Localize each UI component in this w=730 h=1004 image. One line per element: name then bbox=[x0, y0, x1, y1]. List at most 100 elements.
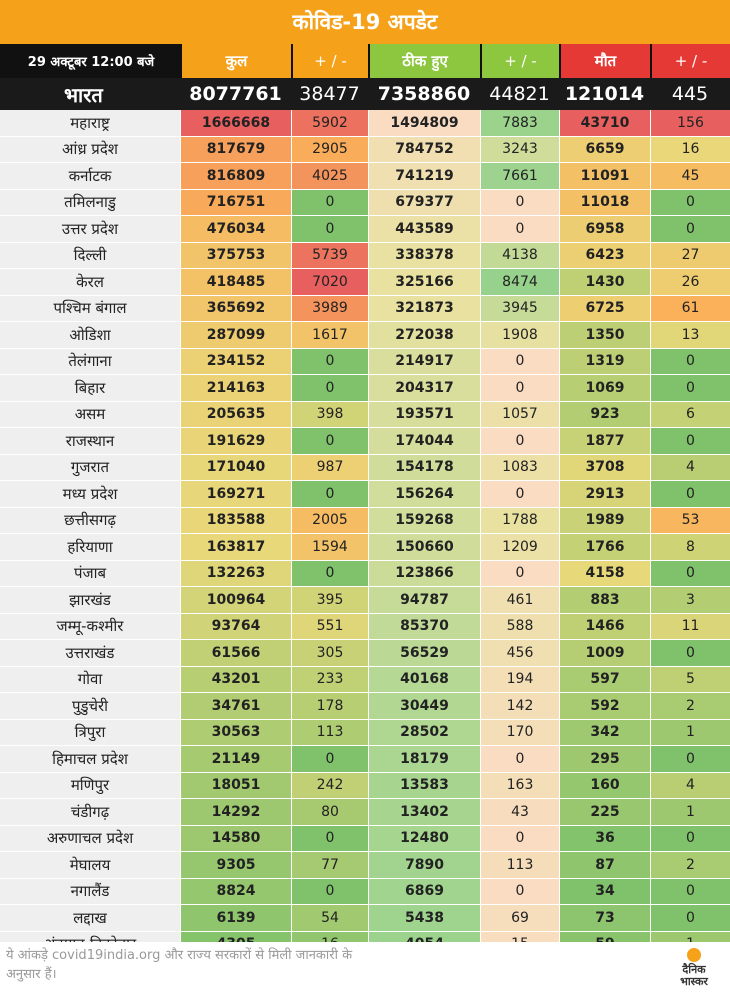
recovered-change-cell: 588 bbox=[480, 613, 559, 639]
deaths-change-cell: 0 bbox=[650, 825, 730, 851]
logo-line1: दैनिक bbox=[682, 963, 706, 976]
deaths-cell: 597 bbox=[559, 666, 650, 692]
total-cell: 365692 bbox=[180, 295, 291, 321]
recovered-change-cell: 113 bbox=[480, 852, 559, 878]
recovered-cell: 679377 bbox=[368, 189, 480, 215]
deaths-cell: 342 bbox=[559, 719, 650, 745]
state-name-cell: पुडुचेरी bbox=[0, 693, 180, 719]
recovered-cell: 7890 bbox=[368, 852, 480, 878]
state-name-cell: उत्तराखंड bbox=[0, 640, 180, 666]
total-change-cell: 113 bbox=[291, 719, 368, 745]
recovered-change-cell: 8474 bbox=[480, 269, 559, 295]
recovered-cell: 156264 bbox=[368, 481, 480, 507]
total-cell: 1666668 bbox=[180, 110, 291, 136]
deaths-cell: 883 bbox=[559, 587, 650, 613]
recovered-change-cell: 0 bbox=[480, 825, 559, 851]
recovered-change-cell: 163 bbox=[480, 772, 559, 798]
recovered-cell: 154178 bbox=[368, 454, 480, 480]
state-name-cell: आंध्र प्रदेश bbox=[0, 136, 180, 162]
recovered-header: ठीक हुए bbox=[368, 44, 480, 78]
recovered-cell: 5438 bbox=[368, 905, 480, 931]
deaths-change-cell: 5 bbox=[650, 666, 730, 692]
table-row: उत्तराखंड 61566 305 56529 456 1009 0 bbox=[0, 640, 730, 667]
recovered-change-header: + / - bbox=[480, 44, 559, 78]
recovered-cell: 784752 bbox=[368, 136, 480, 162]
state-name-cell: तेलंगाना bbox=[0, 348, 180, 374]
total-cell: 14580 bbox=[180, 825, 291, 851]
recovered-cell: 94787 bbox=[368, 587, 480, 613]
total-cell: 14292 bbox=[180, 799, 291, 825]
state-name-cell: दिल्ली bbox=[0, 242, 180, 268]
recovered-change-cell: 0 bbox=[480, 481, 559, 507]
total-cell: 61566 bbox=[180, 640, 291, 666]
date-header: 29 अक्टूबर 12:00 बजे bbox=[0, 44, 180, 78]
deaths-cell: 6659 bbox=[559, 136, 650, 162]
state-name-cell: पश्चिम बंगाल bbox=[0, 295, 180, 321]
table-header: 29 अक्टूबर 12:00 बजे कुल + / - ठीक हुए +… bbox=[0, 44, 730, 78]
deaths-change-cell: 27 bbox=[650, 242, 730, 268]
deaths-cell: 1430 bbox=[559, 269, 650, 295]
table-row: मणिपुर 18051 242 13583 163 160 4 bbox=[0, 772, 730, 799]
deaths-cell: 1989 bbox=[559, 507, 650, 533]
state-name-cell: ओडिशा bbox=[0, 322, 180, 348]
source-note: ये आंकड़े covid19india.org और राज्य सरका… bbox=[6, 948, 353, 982]
recovered-change-cell: 4138 bbox=[480, 242, 559, 268]
deaths-cell: 6958 bbox=[559, 216, 650, 242]
deaths-cell: 87 bbox=[559, 852, 650, 878]
table-row: उत्तर प्रदेश 476034 0 443589 0 6958 0 bbox=[0, 216, 730, 243]
deaths-change-cell: 4 bbox=[650, 454, 730, 480]
total-cell: 191629 bbox=[180, 428, 291, 454]
india-total: 8077761 bbox=[189, 83, 282, 105]
state-name-cell: जम्मू-कश्मीर bbox=[0, 613, 180, 639]
deaths-cell: 1069 bbox=[559, 375, 650, 401]
total-cell: 30563 bbox=[180, 719, 291, 745]
total-cell: 100964 bbox=[180, 587, 291, 613]
total-change-cell: 178 bbox=[291, 693, 368, 719]
deaths-cell: 43710 bbox=[559, 110, 650, 136]
total-change-cell: 5902 bbox=[291, 110, 368, 136]
total-change-cell: 0 bbox=[291, 216, 368, 242]
total-change-cell: 4025 bbox=[291, 163, 368, 189]
recovered-change-cell: 3945 bbox=[480, 295, 559, 321]
deaths-change-cell: 0 bbox=[650, 878, 730, 904]
total-change-cell: 1594 bbox=[291, 534, 368, 560]
deaths-change-cell: 45 bbox=[650, 163, 730, 189]
recovered-change-cell: 0 bbox=[480, 375, 559, 401]
total-cell: 9305 bbox=[180, 852, 291, 878]
total-cell: 287099 bbox=[180, 322, 291, 348]
total-change-cell: 77 bbox=[291, 852, 368, 878]
deaths-cell: 1766 bbox=[559, 534, 650, 560]
total-change-cell: 0 bbox=[291, 428, 368, 454]
state-name-cell: मध्य प्रदेश bbox=[0, 481, 180, 507]
table-row: आंध्र प्रदेश 817679 2905 784752 3243 6659 16 bbox=[0, 136, 730, 163]
total-change-cell: 0 bbox=[291, 481, 368, 507]
recovered-change-cell: 0 bbox=[480, 189, 559, 215]
total-cell: 163817 bbox=[180, 534, 291, 560]
deaths-cell: 923 bbox=[559, 401, 650, 427]
table-row: गुजरात 171040 987 154178 1083 3708 4 bbox=[0, 454, 730, 481]
deaths-cell: 4158 bbox=[559, 560, 650, 586]
total-cell: 418485 bbox=[180, 269, 291, 295]
total-change-cell: 0 bbox=[291, 348, 368, 374]
deaths-cell: 225 bbox=[559, 799, 650, 825]
state-name-cell: गोवा bbox=[0, 666, 180, 692]
recovered-change-cell: 142 bbox=[480, 693, 559, 719]
deaths-change-cell: 8 bbox=[650, 534, 730, 560]
total-cell: 476034 bbox=[180, 216, 291, 242]
deaths-cell: 1319 bbox=[559, 348, 650, 374]
deaths-change-cell: 0 bbox=[650, 375, 730, 401]
total-cell: 214163 bbox=[180, 375, 291, 401]
total-change-cell: 2005 bbox=[291, 507, 368, 533]
table-row: दिल्ली 375753 5739 338378 4138 6423 27 bbox=[0, 242, 730, 269]
india-deaths: 121014 bbox=[564, 83, 645, 105]
deaths-change-cell: 4 bbox=[650, 772, 730, 798]
total-change-cell: 0 bbox=[291, 825, 368, 851]
recovered-cell: 272038 bbox=[368, 322, 480, 348]
recovered-change-cell: 0 bbox=[480, 746, 559, 772]
recovered-cell: 741219 bbox=[368, 163, 480, 189]
deaths-change-cell: 0 bbox=[650, 216, 730, 242]
footer: ये आंकड़े covid19india.org और राज्य सरका… bbox=[0, 942, 730, 1004]
total-cell: 375753 bbox=[180, 242, 291, 268]
total-change-cell: 54 bbox=[291, 905, 368, 931]
recovered-change-cell: 0 bbox=[480, 216, 559, 242]
